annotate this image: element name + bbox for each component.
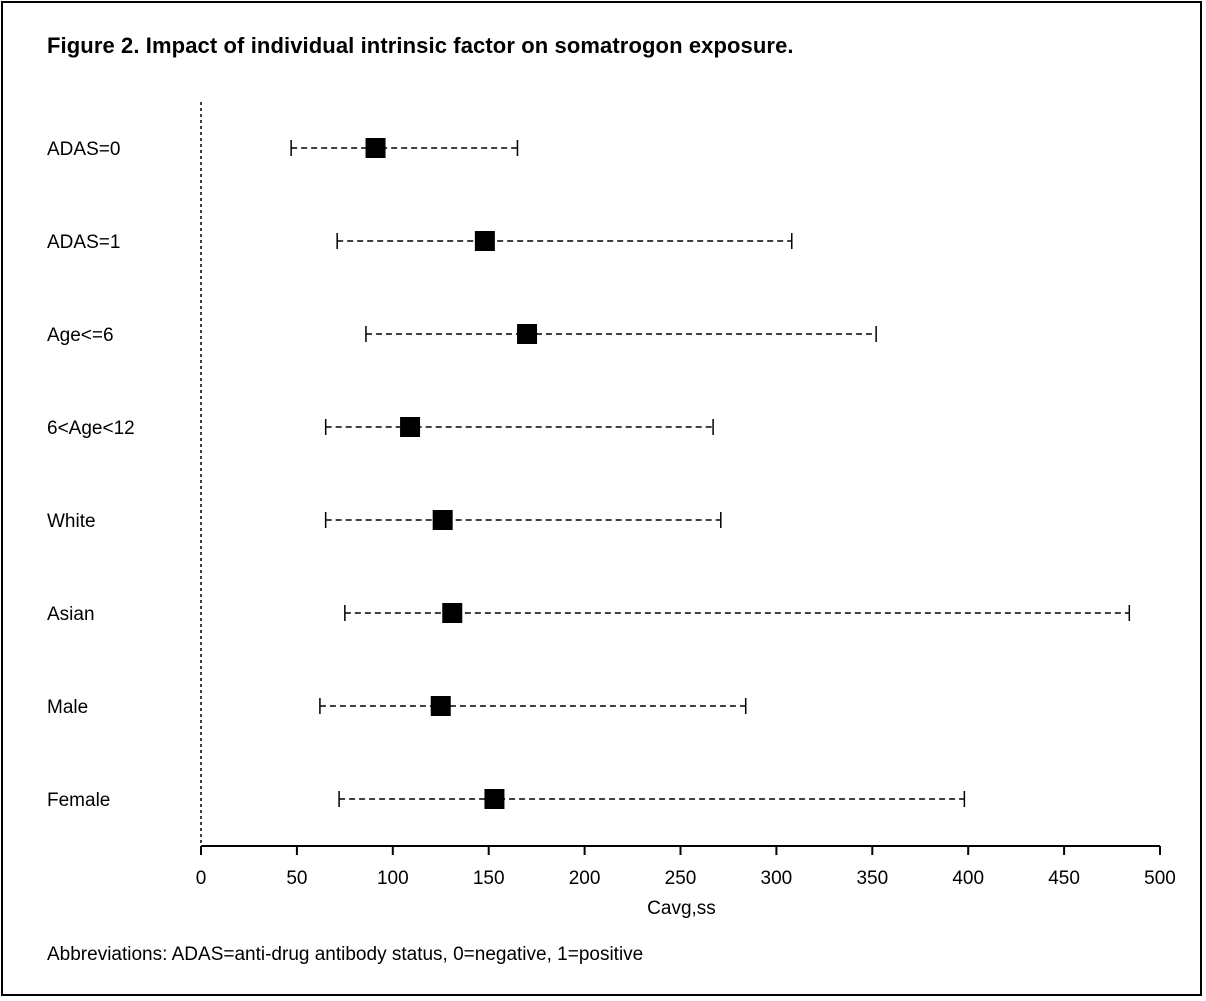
forest-row: ADAS=0: [47, 138, 519, 160]
row-label: White: [47, 511, 96, 532]
x-tick-label: 200: [569, 868, 601, 889]
forest-row: 6<Age<12: [47, 417, 714, 439]
x-tick-label: 300: [761, 868, 793, 889]
x-tick-label: 350: [856, 868, 888, 889]
x-tick-label: 50: [286, 868, 307, 889]
point-estimate-marker: [442, 603, 463, 623]
row-label: ADAS=0: [47, 139, 120, 160]
point-estimate-marker: [432, 510, 453, 530]
x-axis-label: Cavg,ss: [647, 898, 716, 919]
point-estimate-marker: [484, 789, 505, 809]
row-label: Female: [47, 790, 110, 811]
row-label: Age<=6: [47, 325, 114, 346]
figure-title: Figure 2. Impact of individual intrinsic…: [47, 33, 794, 58]
forest-row: ADAS=1: [47, 231, 793, 253]
row-label: 6<Age<12: [47, 418, 135, 439]
forest-row: Male: [47, 696, 747, 718]
forest-row: Female: [47, 789, 966, 811]
forest-row: Asian: [47, 603, 1131, 625]
x-tick-label: 0: [196, 868, 207, 889]
abbreviations-footnote: Abbreviations: ADAS=anti-drug antibody s…: [47, 944, 644, 965]
x-tick-label: 100: [377, 868, 409, 889]
point-estimate-marker: [400, 417, 421, 437]
forest-row: Age<=6: [47, 324, 877, 346]
point-estimate-marker: [517, 324, 538, 344]
point-estimate-marker: [430, 696, 451, 716]
row-label: Asian: [47, 604, 95, 625]
point-estimate-marker: [474, 231, 495, 251]
forest-row: White: [47, 510, 722, 532]
x-tick-label: 400: [952, 868, 984, 889]
x-tick-label: 500: [1144, 868, 1176, 889]
point-estimate-marker: [365, 138, 386, 158]
row-label: ADAS=1: [47, 232, 120, 253]
x-tick-label: 250: [665, 868, 697, 889]
x-tick-label: 150: [473, 868, 505, 889]
x-tick-label: 450: [1048, 868, 1080, 889]
row-label: Male: [47, 697, 88, 718]
